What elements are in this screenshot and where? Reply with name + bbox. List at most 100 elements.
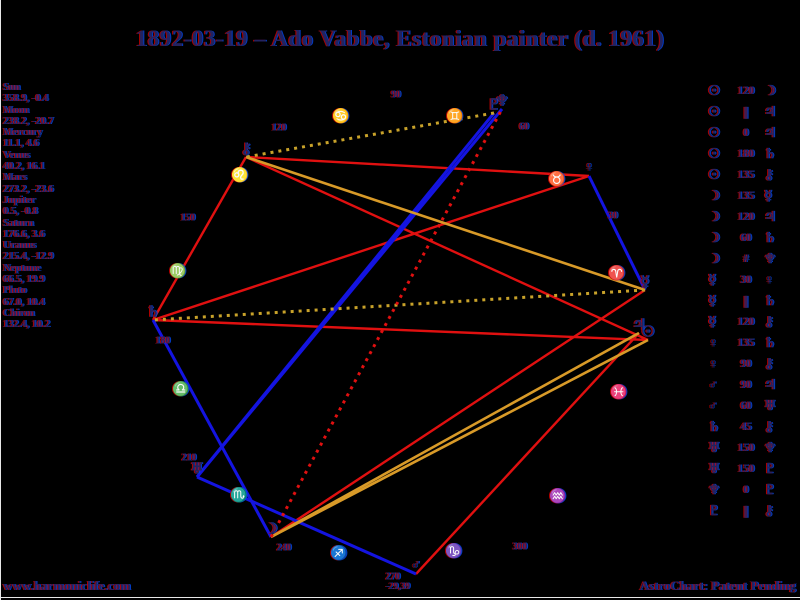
aspect-angle: 0 bbox=[743, 483, 749, 496]
aspect-planet1-glyph: ☉ bbox=[708, 166, 721, 182]
aspect-planet2-glyph: ♅ bbox=[764, 397, 777, 413]
aspect-angle: 90 bbox=[740, 357, 752, 370]
aspect-planet1-glyph: ☿ bbox=[708, 313, 717, 329]
aspect-line-pluto-chiron bbox=[245, 111, 495, 159]
aspect-line-saturn-chiron bbox=[151, 156, 248, 321]
sun-glyph: ☉ bbox=[641, 324, 655, 341]
aspect-planet1-glyph: ☽ bbox=[708, 187, 721, 203]
degree-tick-210: 210 bbox=[181, 452, 197, 464]
planet-coords-chiron: 132.4, 10.2 bbox=[3, 319, 51, 331]
aspect-angle: 135 bbox=[737, 168, 755, 181]
aspect-row: ♂ 90 ♃ bbox=[708, 374, 784, 395]
aspect-row: ☽ # ♆ bbox=[708, 248, 784, 269]
aspect-planet2-glyph: ☿ bbox=[764, 187, 773, 203]
aspect-angle: 30 bbox=[740, 273, 752, 286]
planet-name-saturn: Saturn bbox=[3, 217, 34, 229]
aspect-line-moon-jupiter bbox=[270, 331, 640, 539]
aspect-angle: 150 bbox=[737, 441, 755, 454]
aspect-planet2-glyph: ☽ bbox=[764, 82, 777, 98]
libra-sign-glyph: ♎ bbox=[172, 382, 190, 398]
aspect-planet1-glyph: ☿ bbox=[708, 292, 717, 308]
aspect-planet2-glyph: ♄ bbox=[764, 145, 777, 161]
aspect-line-sun-moon bbox=[270, 338, 649, 539]
aspect-angle: 60 bbox=[740, 399, 752, 412]
pisces-sign-glyph: ♓ bbox=[610, 385, 628, 401]
aspect-planet2-glyph: ♃ bbox=[764, 124, 777, 140]
planet-coords-neptune: 66.5, 19.9 bbox=[3, 274, 45, 286]
aries-sign-glyph: ♈ bbox=[608, 266, 626, 282]
aspect-planet1-glyph: ☿ bbox=[708, 271, 717, 287]
aquarius-sign-glyph: ♒ bbox=[549, 489, 567, 505]
planet-name-pluto: Pluto bbox=[3, 285, 27, 297]
aspect-row: ♀ 90 ⚷ bbox=[708, 353, 784, 374]
mercury-glyph: ☿ bbox=[640, 274, 650, 291]
aspect-angle: 120 bbox=[737, 84, 755, 97]
aspect-line-mercury-chiron bbox=[245, 155, 646, 292]
aspect-row: ☽ 120 ♃ bbox=[708, 206, 784, 227]
aspect-angle: 120 bbox=[737, 210, 755, 223]
aspect-planet2-glyph: ♃ bbox=[764, 208, 777, 224]
aspect-row: ☉ 0 ♃ bbox=[708, 122, 784, 143]
aspect-line-moon-neptune bbox=[269, 108, 504, 538]
aspect-row: ☉ ∥ ♃ bbox=[708, 101, 784, 122]
jupiter-glyph: ♃ bbox=[632, 317, 646, 334]
planet-coords-sun: 358.9, -0.4 bbox=[3, 93, 49, 105]
aspect-angle: 120 bbox=[737, 315, 755, 328]
degree-tick-300: 300 bbox=[512, 541, 528, 553]
planet-name-uranus: Uranus bbox=[3, 240, 37, 252]
planet-name-mercury: Mercury bbox=[3, 127, 43, 139]
aspect-line-mercury-venus bbox=[587, 175, 647, 291]
capricorn-sign-glyph: ♑ bbox=[445, 544, 463, 560]
venus-glyph: ♀ bbox=[583, 159, 595, 176]
degree-tick-60: 60 bbox=[519, 121, 529, 133]
degree-tick-180: 180 bbox=[155, 335, 171, 347]
sagittarius-sign-glyph: ♐ bbox=[330, 546, 348, 562]
planet-coords-saturn: 176.6, 3.6 bbox=[3, 228, 45, 240]
aspect-row: ☿ 30 ♀ bbox=[708, 269, 784, 290]
aspect-planet2-glyph: ⚷ bbox=[764, 313, 774, 329]
aspect-planet2-glyph: ♇ bbox=[764, 460, 777, 476]
aspect-planet1-glyph: ♇ bbox=[708, 502, 721, 518]
aspect-planet2-glyph: ♃ bbox=[764, 103, 777, 119]
frame-border-bottom bbox=[0, 597, 800, 598]
neptune-glyph: ♆ bbox=[495, 93, 509, 110]
aspect-planet2-glyph: ♆ bbox=[764, 250, 777, 266]
aspect-planet1-glyph: ☽ bbox=[708, 229, 721, 245]
aspect-row: ♅ 150 ♇ bbox=[708, 458, 784, 479]
degree-tick-150: 150 bbox=[180, 212, 196, 224]
aspect-line-mars-jupiter bbox=[415, 332, 640, 575]
aspect-line-mars-uranus bbox=[196, 475, 417, 576]
virgo-sign-glyph: ♍ bbox=[169, 264, 187, 280]
aspect-planet1-glyph: ☽ bbox=[708, 250, 721, 266]
aspect-angle: 60 bbox=[740, 231, 752, 244]
aspect-planet2-glyph: ♆ bbox=[764, 439, 777, 455]
planet-coords-venus: 40.2, 16.1 bbox=[3, 161, 45, 173]
uranus-glyph: ♅ bbox=[190, 461, 204, 478]
aspect-planet2-glyph: ⚷ bbox=[764, 355, 774, 371]
aspect-row: ♇ ∥ ⚷ bbox=[708, 500, 784, 521]
aspect-planet1-glyph: ♂ bbox=[708, 376, 719, 392]
saturn-glyph: ♄ bbox=[146, 304, 160, 321]
pluto-glyph: ♇ bbox=[487, 97, 501, 114]
aspect-line-sun-chiron bbox=[245, 155, 649, 342]
aspect-row: ☿ ∥ ♄ bbox=[708, 290, 784, 311]
aspect-angle: ∥ bbox=[743, 295, 749, 308]
aspect-planet1-glyph: ♀ bbox=[708, 355, 719, 371]
planet-coords-mars: 273.2, -23.6 bbox=[3, 183, 54, 195]
aspect-planet2-glyph: ♄ bbox=[764, 292, 777, 308]
planet-name-chiron: Chiron bbox=[3, 307, 35, 319]
astrochart-credit: AstroChart: Patent Pending bbox=[639, 578, 796, 593]
degree-tick-240: 240 bbox=[276, 542, 292, 554]
aspect-line-sun-saturn bbox=[152, 318, 649, 342]
degree-tick-270: 270 bbox=[385, 571, 401, 583]
aspect-line-uranus-pluto bbox=[195, 112, 496, 478]
aspect-planet2-glyph: ♄ bbox=[764, 229, 777, 245]
aspect-planet1-glyph: ☉ bbox=[708, 145, 721, 161]
planet-name-neptune: Neptune bbox=[3, 262, 41, 274]
mars-glyph: ♂ bbox=[410, 557, 422, 574]
aspect-row: ☽ 135 ☿ bbox=[708, 185, 784, 206]
planet-name-jupiter: Jupiter bbox=[3, 194, 36, 206]
degree-tick-120: 120 bbox=[271, 122, 287, 134]
